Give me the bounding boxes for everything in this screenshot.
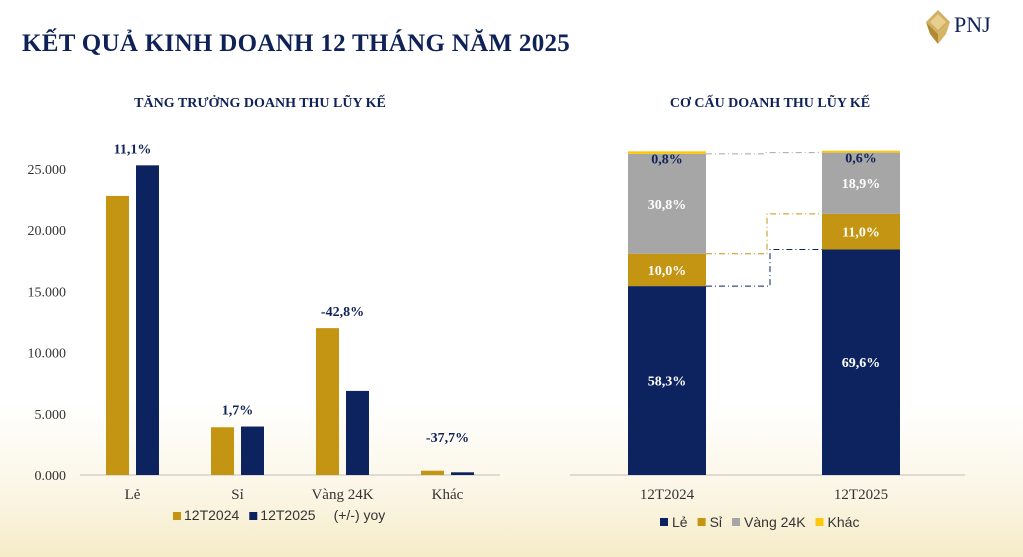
pnj-logo: PNJ xyxy=(926,10,991,44)
growth-label-vang-24k: -42,8% xyxy=(321,305,364,320)
connector-le xyxy=(706,248,822,287)
segment-label-si-12t2025: 11,0% xyxy=(842,226,880,241)
y-tick-label: 5.000 xyxy=(35,408,67,423)
pnj-logo-icon xyxy=(926,10,950,44)
legend-swatch-vang-24k xyxy=(732,518,741,526)
segment-le-12t2025 xyxy=(822,249,900,475)
page-title: KẾT QUẢ KINH DOANH 12 THÁNG NĂM 2025 xyxy=(22,30,571,57)
bar-12t2024-si xyxy=(211,427,234,475)
y-tick-label: 25.000 xyxy=(28,163,67,178)
revenue-structure-chart-title: CƠ CẤU DOANH THU LŨY KẾ xyxy=(669,96,871,111)
segment-si-12t2024 xyxy=(628,253,706,287)
y-tick-label: 10.000 xyxy=(28,347,67,362)
connector-vang-24k xyxy=(706,152,822,155)
pnj-logo-text: PNJ xyxy=(954,12,991,37)
bar-12t2025-le xyxy=(136,165,159,475)
segment-label-vang-24k-12t2024: 30,8% xyxy=(648,198,687,213)
segment-label-le-12t2024: 58,3% xyxy=(648,375,687,390)
revenue-growth-chart-title: TĂNG TRƯỞNG DOANH THU LŨY KẾ xyxy=(134,96,386,111)
legend-label-vang-24k: Vàng 24K xyxy=(744,514,806,530)
y-tick-label: 15.000 xyxy=(28,285,67,300)
legend-label-khac: Khác xyxy=(828,514,860,530)
legend-label-12t2024: 12T2024 xyxy=(184,507,239,523)
segment-label-le-12t2025: 69,6% xyxy=(842,356,881,371)
growth-label-si: 1,7% xyxy=(222,404,254,419)
growth-label-khac: -37,7% xyxy=(426,431,469,446)
bar-12t2024-khac xyxy=(421,470,444,475)
bar-12t2024-le xyxy=(106,195,129,476)
segment-khac-12t2024 xyxy=(628,151,706,154)
bar-12t2024-vang-24k xyxy=(316,328,339,475)
x-category-label: Sỉ xyxy=(231,487,244,503)
connector-si xyxy=(706,213,822,255)
bar-12t2025-khac xyxy=(451,472,474,475)
x-category-label: Vàng 24K xyxy=(311,487,373,503)
legend-label-12t2025: 12T2025 xyxy=(260,507,315,523)
x-category-label: Lẻ xyxy=(125,487,141,503)
legend-swatch-12t2025 xyxy=(249,512,258,520)
legend-label-yoy: (+/-) yoy xyxy=(334,507,386,523)
legend-swatch-si xyxy=(697,518,706,526)
segment-label-vang-24k-12t2025: 18,9% xyxy=(842,177,881,192)
segment-label-si-12t2024: 10,0% xyxy=(648,264,687,279)
y-tick-label: 0.000 xyxy=(35,469,67,484)
legend-swatch-le xyxy=(660,518,668,526)
bar-12t2025-si xyxy=(241,426,264,475)
segment-label-khac-12t2025: 0,6% xyxy=(845,152,877,167)
growth-label-le: 11,1% xyxy=(114,142,152,157)
segment-vang-24k-12t2025 xyxy=(822,152,900,214)
segment-vang-24k-12t2024 xyxy=(628,153,706,254)
x-category-label: Khác xyxy=(432,487,464,503)
segment-le-12t2024 xyxy=(628,286,706,475)
y-tick-label: 20.000 xyxy=(28,224,67,239)
legend-label-si: Sỉ xyxy=(710,514,723,530)
segment-label-khac-12t2024: 0,8% xyxy=(651,152,683,167)
legend-label-le: Lẻ xyxy=(672,514,688,530)
legend-swatch-khac xyxy=(815,518,824,526)
x-category-label: 12T2024 xyxy=(640,487,695,503)
legend-swatch-12t2024 xyxy=(173,512,181,520)
segment-khac-12t2025 xyxy=(822,150,900,153)
segment-si-12t2025 xyxy=(822,213,900,250)
bar-12t2025-vang-24k xyxy=(346,390,369,475)
x-category-label: 12T2025 xyxy=(834,487,888,503)
